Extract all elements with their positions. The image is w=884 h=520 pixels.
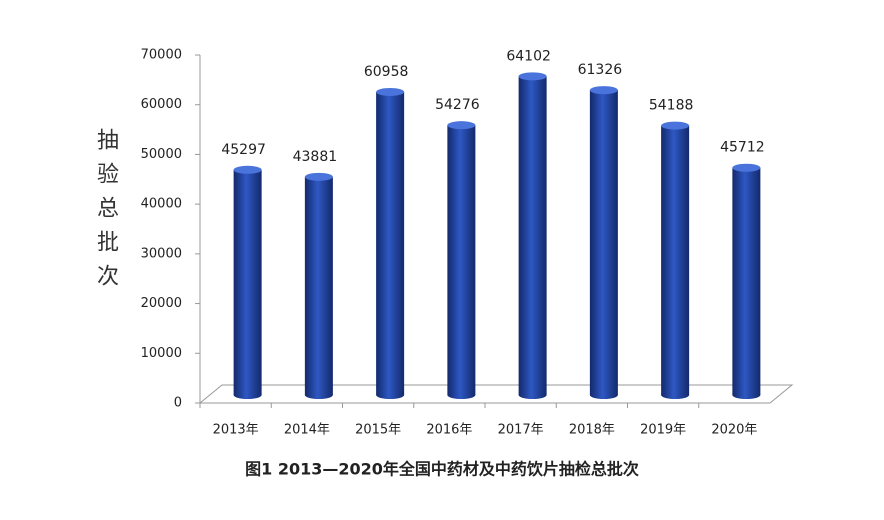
bar bbox=[233, 169, 262, 395]
bar-top bbox=[447, 121, 476, 130]
x-tick-label: 2020年 bbox=[711, 423, 757, 438]
value-label: 60958 bbox=[364, 64, 409, 80]
y-tick-label: 30000 bbox=[141, 246, 182, 261]
chart-title: 图1 2013—2020年全国中药材及中药饮片抽检总批次 bbox=[245, 460, 639, 479]
bar-top bbox=[518, 72, 547, 81]
bar-base bbox=[304, 391, 333, 399]
bar-top bbox=[589, 86, 618, 95]
bar bbox=[661, 125, 690, 396]
value-label: 54188 bbox=[649, 98, 694, 114]
value-label: 61326 bbox=[578, 62, 623, 78]
floor bbox=[198, 384, 794, 404]
bar bbox=[589, 90, 618, 396]
x-tick-label: 2015年 bbox=[355, 423, 401, 438]
value-label: 54276 bbox=[435, 97, 480, 113]
bar-top bbox=[661, 121, 690, 130]
bar bbox=[447, 125, 476, 395]
bar-base bbox=[376, 391, 405, 399]
x-tick-label: 2018年 bbox=[569, 423, 615, 438]
x-tick-label: 2017年 bbox=[498, 423, 544, 438]
y-tick-label: 70000 bbox=[141, 48, 182, 63]
bar-base bbox=[732, 391, 761, 399]
bar bbox=[732, 167, 761, 395]
bar-top bbox=[376, 87, 405, 96]
value-label: 43881 bbox=[293, 149, 338, 165]
bar-top bbox=[304, 172, 333, 181]
y-tick-label: 20000 bbox=[141, 296, 182, 311]
y-tick-label: 50000 bbox=[141, 147, 182, 162]
bar bbox=[304, 176, 333, 395]
bar-base bbox=[661, 391, 690, 399]
y-tick-label: 0 bbox=[174, 396, 182, 411]
value-label: 64102 bbox=[506, 48, 551, 64]
bar-base bbox=[589, 391, 618, 399]
x-tick-label: 2019年 bbox=[640, 423, 686, 438]
y-tick-label: 40000 bbox=[141, 197, 182, 212]
bar-base bbox=[233, 391, 262, 399]
y-tick-label: 60000 bbox=[141, 97, 182, 112]
bar bbox=[376, 91, 405, 395]
y-axis-title: 抽验总批次 bbox=[93, 128, 119, 298]
value-label: 45712 bbox=[720, 140, 765, 156]
value-label: 45297 bbox=[221, 142, 266, 158]
bar-top bbox=[233, 165, 262, 174]
x-tick-label: 2014年 bbox=[284, 423, 330, 438]
bar-base bbox=[447, 391, 476, 399]
y-tick-label: 10000 bbox=[141, 346, 182, 361]
x-tick-label: 2016年 bbox=[426, 423, 472, 438]
bar bbox=[518, 76, 547, 396]
bar-top bbox=[732, 163, 761, 172]
x-tick-label: 2013年 bbox=[213, 423, 259, 438]
bar-base bbox=[518, 391, 547, 399]
